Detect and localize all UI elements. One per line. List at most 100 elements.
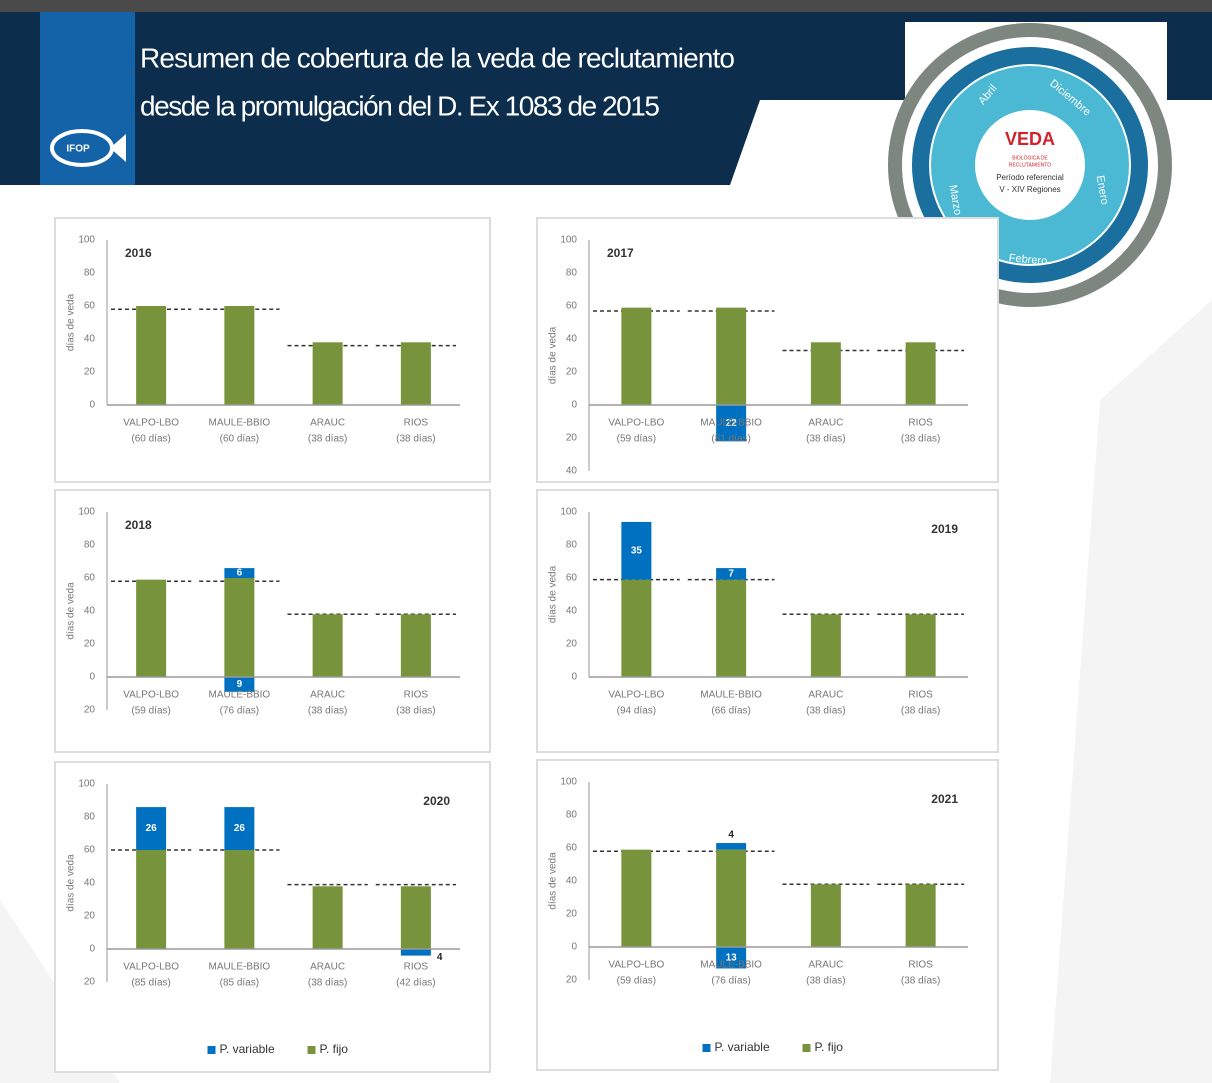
x-tick-label: (38 días) [806, 434, 845, 445]
x-tick-label: MAULE-BBIO [700, 418, 762, 429]
bar [313, 614, 343, 677]
bar [401, 886, 431, 949]
value-label: 4 [437, 952, 443, 963]
y-tick-label: 100 [560, 777, 577, 788]
x-tick-label: RIOS [404, 418, 429, 429]
bar [136, 306, 166, 405]
x-tick-label: VALPO-LBO [608, 418, 664, 429]
x-tick-label: (42 días) [396, 978, 435, 989]
y-tick-label: 40 [84, 334, 96, 345]
veda-text: Período referencial [996, 173, 1064, 182]
bar [313, 886, 343, 949]
x-tick-label: (85 días) [131, 978, 170, 989]
x-tick-label: MAULE-BBIO [700, 690, 762, 701]
legend-swatch [803, 1044, 811, 1052]
y-tick-label: 40 [84, 878, 96, 889]
x-tick-label: RIOS [908, 418, 933, 429]
x-tick-label: VALPO-LBO [123, 962, 179, 973]
y-tick-label: 20 [84, 367, 96, 378]
x-tick-label: (38 días) [308, 434, 347, 445]
bar [621, 850, 651, 947]
legend-label: P. variable [715, 1040, 770, 1054]
bar [811, 614, 841, 677]
y-tick-label: 60 [566, 301, 578, 312]
x-tick-label: ARAUC [808, 690, 843, 701]
bar [716, 308, 746, 405]
y-tick-label: 60 [84, 573, 96, 584]
x-tick-label: MAULE-BBIO [700, 960, 762, 971]
y-axis-label: días de veda [66, 293, 77, 351]
bar [224, 306, 254, 405]
y-tick-label: 0 [571, 672, 577, 683]
y-tick-label: 100 [560, 235, 577, 246]
x-tick-label: VALPO-LBO [123, 690, 179, 701]
y-tick-label: 60 [566, 573, 578, 584]
bar [811, 342, 841, 405]
y-tick-label: 60 [566, 843, 578, 854]
bar [224, 850, 254, 949]
y-tick-label: 20 [84, 977, 96, 988]
x-tick-label: ARAUC [808, 418, 843, 429]
y-tick-label: 20 [566, 909, 578, 920]
y-tick-label: 60 [84, 845, 96, 856]
logo-text: IFOP [66, 144, 90, 155]
x-tick-label: (81 días) [711, 434, 750, 445]
x-tick-label: (59 días) [131, 706, 170, 717]
chart-title: 2021 [931, 792, 958, 806]
y-tick-label: 20 [566, 433, 578, 444]
y-tick-label: 60 [84, 301, 96, 312]
y-tick-label: 0 [571, 942, 577, 953]
bar [401, 342, 431, 405]
y-tick-label: 0 [89, 400, 95, 411]
y-tick-label: 80 [566, 810, 578, 821]
bar [811, 884, 841, 947]
y-tick-label: 80 [566, 268, 578, 279]
x-tick-label: (38 días) [901, 976, 940, 987]
x-tick-label: RIOS [404, 690, 429, 701]
y-tick-label: 40 [566, 606, 578, 617]
value-label: 26 [146, 823, 158, 834]
x-tick-label: (59 días) [617, 976, 656, 987]
value-label: 35 [631, 545, 643, 556]
legend-swatch [703, 1044, 711, 1052]
x-tick-label: (38 días) [308, 978, 347, 989]
background-shape [1050, 300, 1212, 1083]
y-tick-label: 40 [566, 334, 578, 345]
veda-text: RECLUTAMIENTO [1009, 162, 1051, 168]
y-tick-label: 40 [84, 606, 96, 617]
x-tick-label: (66 días) [711, 706, 750, 717]
x-tick-label: ARAUC [310, 962, 345, 973]
slide: IFOP Resumen de cobertura de la veda de … [0, 0, 1212, 1083]
y-tick-label: 100 [78, 779, 95, 790]
x-tick-label: (76 días) [711, 976, 750, 987]
y-axis-label: días de veda [548, 852, 559, 910]
y-tick-label: 100 [78, 235, 95, 246]
bar [224, 578, 254, 677]
x-tick-label: MAULE-BBIO [209, 962, 271, 973]
x-tick-label: (76 días) [220, 706, 259, 717]
x-tick-label: (85 días) [220, 978, 259, 989]
legend-label: P. fijo [320, 1042, 349, 1056]
x-tick-label: (38 días) [901, 706, 940, 717]
y-tick-label: 20 [84, 911, 96, 922]
x-tick-label: (38 días) [806, 976, 845, 987]
y-axis-label: días de veda [66, 854, 77, 912]
x-tick-label: (38 días) [396, 434, 435, 445]
x-tick-label: MAULE-BBIO [209, 690, 271, 701]
legend-swatch [208, 1046, 216, 1054]
x-tick-label: (38 días) [308, 706, 347, 717]
y-tick-label: 0 [89, 944, 95, 955]
y-axis-label: días de veda [548, 326, 559, 384]
x-tick-label: ARAUC [310, 418, 345, 429]
value-label: 4 [728, 830, 734, 841]
bar [906, 342, 936, 405]
value-label: 9 [237, 679, 243, 690]
x-tick-label: (38 días) [901, 434, 940, 445]
y-axis-label: días de veda [66, 582, 77, 640]
chart-title: 2019 [931, 522, 958, 536]
bar [716, 843, 746, 850]
header-title: desde la promulgación del D. Ex 1083 de … [140, 90, 660, 121]
y-tick-label: 80 [84, 540, 96, 551]
y-tick-label: 0 [89, 672, 95, 683]
y-axis-label: días de veda [548, 565, 559, 623]
